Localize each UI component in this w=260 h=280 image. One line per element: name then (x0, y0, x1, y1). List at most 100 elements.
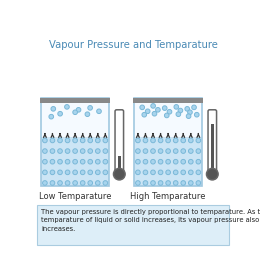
Circle shape (50, 159, 55, 164)
Circle shape (80, 181, 85, 185)
Circle shape (73, 149, 77, 153)
Bar (118, 156, 121, 174)
Circle shape (181, 170, 186, 175)
Circle shape (85, 112, 90, 116)
Circle shape (158, 138, 163, 143)
Circle shape (166, 138, 171, 143)
Circle shape (58, 159, 62, 164)
Circle shape (65, 181, 70, 185)
Circle shape (73, 138, 77, 143)
Circle shape (166, 159, 171, 164)
Circle shape (151, 159, 155, 164)
Circle shape (186, 114, 191, 118)
Circle shape (135, 181, 140, 185)
Bar (211, 124, 214, 174)
Bar (37, 205, 229, 245)
Circle shape (178, 108, 183, 113)
Circle shape (50, 170, 55, 175)
Circle shape (188, 149, 193, 153)
Circle shape (173, 149, 178, 153)
Circle shape (135, 170, 140, 175)
Bar (134, 137, 202, 186)
Circle shape (188, 110, 192, 115)
Circle shape (103, 138, 108, 143)
Text: Low Temparature: Low Temparature (39, 192, 111, 201)
Bar (41, 97, 109, 186)
Text: High Temparature: High Temparature (130, 192, 206, 201)
Circle shape (181, 149, 186, 153)
Circle shape (173, 181, 178, 185)
Circle shape (173, 138, 178, 143)
Circle shape (151, 138, 155, 143)
Circle shape (103, 159, 108, 164)
Circle shape (143, 159, 148, 164)
Circle shape (80, 138, 85, 143)
FancyBboxPatch shape (115, 110, 124, 177)
Circle shape (135, 138, 140, 143)
Bar (134, 97, 202, 186)
Circle shape (95, 159, 100, 164)
Circle shape (135, 149, 140, 153)
Circle shape (143, 170, 148, 175)
Circle shape (103, 181, 108, 185)
Circle shape (196, 149, 201, 153)
Circle shape (50, 181, 55, 185)
Circle shape (151, 149, 155, 153)
Circle shape (166, 181, 171, 185)
Circle shape (158, 149, 163, 153)
Circle shape (58, 181, 62, 185)
Circle shape (143, 181, 148, 185)
Circle shape (173, 159, 178, 164)
Circle shape (97, 109, 101, 114)
Bar (41, 97, 109, 186)
Circle shape (151, 181, 155, 185)
Circle shape (176, 112, 181, 116)
Circle shape (88, 159, 93, 164)
Circle shape (196, 138, 201, 143)
Text: Vapour Pressure and Temparature: Vapour Pressure and Temparature (49, 40, 218, 50)
FancyBboxPatch shape (208, 110, 217, 177)
Circle shape (143, 149, 148, 153)
Circle shape (103, 149, 108, 153)
Circle shape (196, 170, 201, 175)
Circle shape (80, 159, 85, 164)
Circle shape (43, 159, 47, 164)
Circle shape (65, 159, 70, 164)
Circle shape (164, 113, 169, 118)
Circle shape (188, 138, 193, 143)
Circle shape (181, 181, 186, 185)
Circle shape (174, 104, 179, 109)
Circle shape (196, 159, 201, 164)
Circle shape (76, 108, 81, 112)
Circle shape (135, 159, 140, 164)
Circle shape (166, 170, 171, 175)
Circle shape (158, 159, 163, 164)
Circle shape (95, 181, 100, 185)
Circle shape (167, 109, 172, 114)
Circle shape (51, 106, 56, 111)
Bar (134, 97, 202, 186)
Circle shape (88, 149, 93, 153)
Circle shape (73, 110, 77, 115)
Circle shape (162, 106, 167, 110)
Circle shape (88, 138, 93, 143)
Circle shape (58, 149, 62, 153)
Circle shape (151, 104, 155, 108)
Circle shape (43, 181, 47, 185)
Circle shape (95, 138, 100, 143)
Circle shape (152, 111, 157, 116)
Circle shape (185, 106, 190, 111)
Circle shape (158, 181, 163, 185)
Circle shape (73, 159, 77, 164)
Circle shape (166, 149, 171, 153)
Circle shape (143, 138, 148, 143)
Bar (40, 97, 110, 103)
Circle shape (73, 170, 77, 175)
Circle shape (206, 168, 218, 180)
Circle shape (65, 149, 70, 153)
Circle shape (43, 149, 47, 153)
Circle shape (145, 109, 150, 114)
Circle shape (103, 170, 108, 175)
Circle shape (58, 111, 62, 116)
Circle shape (151, 170, 155, 175)
